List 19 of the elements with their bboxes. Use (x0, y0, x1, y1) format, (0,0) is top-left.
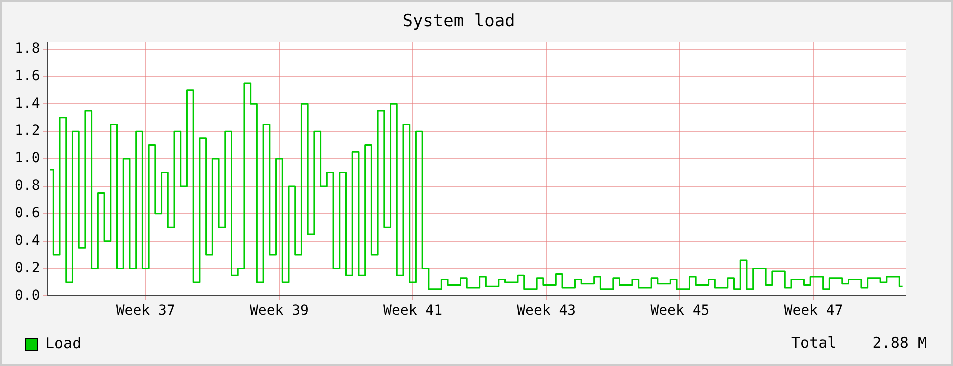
x-tick-label: Week 45 (650, 303, 710, 320)
x-tick-label: Week 37 (116, 303, 176, 320)
y-tick-label: 0.2 (14, 260, 40, 276)
x-tick-label: Week 47 (784, 303, 844, 320)
x-tick-label: Week 43 (517, 303, 576, 320)
x-tick-label: Week 41 (384, 303, 443, 320)
y-tick-label: 1.4 (14, 96, 40, 112)
y-tick-label: 1.6 (14, 68, 40, 84)
y-tick-label: 1.0 (14, 150, 40, 167)
text: Total 2.88 M (792, 334, 927, 352)
x-tick-label: Week 39 (250, 303, 309, 320)
legend-label: Load (46, 334, 82, 352)
y-tick-label: 1.8 (14, 40, 40, 57)
chart-title: System load (402, 12, 516, 32)
y-tick-label: 1.2 (14, 123, 40, 140)
y-tick-label: 0.0 (14, 288, 40, 304)
y-tick-label: 0.4 (14, 232, 40, 249)
y-tick-label: 0.6 (14, 206, 40, 222)
y-tick-label: 0.8 (14, 178, 40, 194)
